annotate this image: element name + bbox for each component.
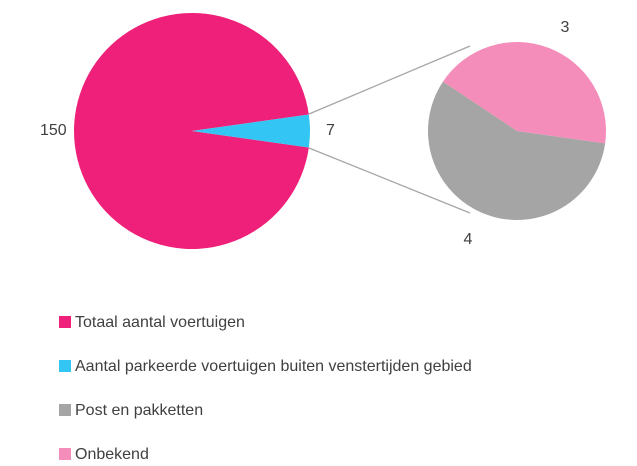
data-label: 7 [326,122,335,139]
data-label: 150 [40,122,67,139]
legend-label: Aantal parkeerde voertuigen buiten venst… [75,358,472,375]
connector-line [308,147,471,214]
legend-swatch [59,448,71,460]
pie-slice [192,114,311,148]
pie-slice [428,81,606,220]
data-label: 3 [561,19,570,36]
legend-swatch [59,316,71,328]
legend-label: Totaal aantal voertuigen [75,314,245,331]
data-label: 4 [464,231,473,248]
legend-swatch [59,360,71,372]
pie-slice [74,12,309,249]
legend-label: Post en pakketten [75,402,203,419]
pie-slice [442,41,606,144]
legend-swatch [59,404,71,416]
legend-label: Onbekend [75,446,149,463]
connector-line [308,45,471,115]
